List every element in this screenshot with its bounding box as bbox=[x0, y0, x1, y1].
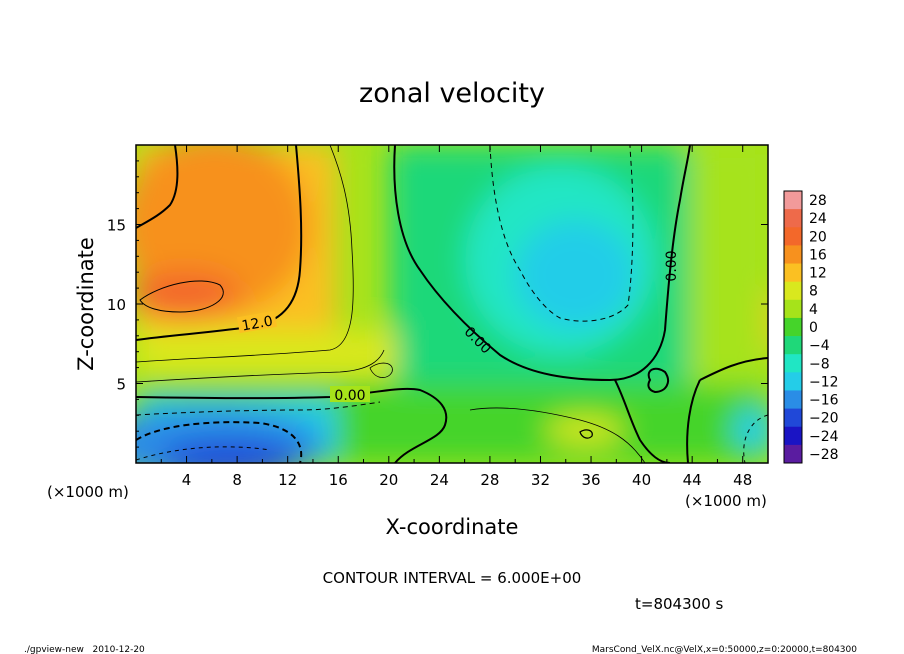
colorbar-swatch bbox=[784, 408, 802, 428]
colorbar-swatch bbox=[784, 281, 802, 301]
contour-label-zero-1: 0.00 bbox=[334, 388, 365, 404]
colorbar-frame bbox=[783, 190, 803, 464]
colorbar-label: −8 bbox=[809, 356, 830, 372]
colorbar-label: −12 bbox=[809, 374, 839, 390]
colorbar-swatch bbox=[784, 245, 802, 265]
x-tick-label: 24 bbox=[430, 471, 449, 489]
colorbar-label: −4 bbox=[809, 338, 830, 354]
x-tick-label: 20 bbox=[379, 471, 398, 489]
y-tick-label: 5 bbox=[116, 376, 126, 394]
x-tick-label: 48 bbox=[733, 471, 752, 489]
colorbar-swatch bbox=[784, 390, 802, 410]
x-tick-label: 36 bbox=[581, 471, 600, 489]
colorbar-swatch bbox=[784, 426, 802, 446]
colorbar-label: −16 bbox=[809, 393, 839, 409]
y-tick-label: 15 bbox=[107, 217, 126, 235]
colorbar-label: 4 bbox=[809, 302, 818, 318]
contour-label-zero-3: 0.00 bbox=[664, 250, 680, 281]
colorbar-swatch bbox=[784, 336, 802, 355]
colorbar-swatch bbox=[784, 191, 802, 210]
colorbar-label: −20 bbox=[809, 411, 839, 427]
colorbar-label: 0 bbox=[809, 320, 818, 336]
colorbar-swatch bbox=[784, 299, 802, 319]
colorbar-label: −28 bbox=[809, 447, 839, 463]
contour-field bbox=[136, 145, 768, 463]
colorbar-swatch bbox=[784, 444, 802, 464]
colorbar-label: 20 bbox=[809, 229, 827, 245]
colorbar-label: 12 bbox=[809, 266, 827, 282]
x-axis-label: X-coordinate bbox=[386, 515, 519, 539]
colorbar-label: −24 bbox=[809, 429, 839, 445]
colorbar-swatch bbox=[784, 263, 802, 283]
colorbar-label: 28 bbox=[809, 193, 827, 209]
colorbar-swatch bbox=[784, 209, 802, 228]
x-tick-label: 44 bbox=[683, 471, 702, 489]
chart-title: zonal velocity bbox=[359, 78, 545, 109]
colorbar-label: 16 bbox=[809, 247, 827, 263]
y-axis-label: Z-coordinate bbox=[74, 237, 98, 371]
colorbar-swatch bbox=[784, 317, 802, 337]
x-tick-label: 16 bbox=[329, 471, 348, 489]
x-tick-label: 40 bbox=[632, 471, 651, 489]
colorbar-swatch bbox=[784, 372, 802, 391]
contour-interval-text: CONTOUR INTERVAL = 6.000E+00 bbox=[323, 569, 582, 587]
colorbar-swatch bbox=[784, 227, 802, 246]
footer-left: ./gpview-new 2010-12-20 bbox=[24, 645, 145, 654]
colorbar-swatch bbox=[784, 354, 802, 373]
x-tick-label: 4 bbox=[182, 471, 192, 489]
x-unit-right: (×1000 m) bbox=[685, 492, 767, 510]
time-text: t=804300 s bbox=[635, 595, 723, 613]
x-tick-label: 32 bbox=[531, 471, 550, 489]
x-tick-label: 28 bbox=[480, 471, 499, 489]
x-tick-label: 12 bbox=[278, 471, 297, 489]
contour-lines bbox=[136, 145, 768, 463]
colorbar-label: 24 bbox=[809, 211, 827, 227]
x-tick-label: 8 bbox=[232, 471, 242, 489]
colorbar: 28 24 20 16 12 8 4 0 −4 −8 −12 −16 −20 −24 −28 bbox=[783, 190, 839, 464]
x-unit-left: (×1000 m) bbox=[47, 483, 129, 501]
footer-right: MarsCond_VelX.nc@VelX,x=0:50000,z=0:2000… bbox=[592, 645, 857, 654]
colorbar-label: 8 bbox=[809, 284, 818, 300]
contour-label-12: 12.0 bbox=[241, 313, 274, 334]
y-tick-label: 10 bbox=[107, 296, 126, 314]
